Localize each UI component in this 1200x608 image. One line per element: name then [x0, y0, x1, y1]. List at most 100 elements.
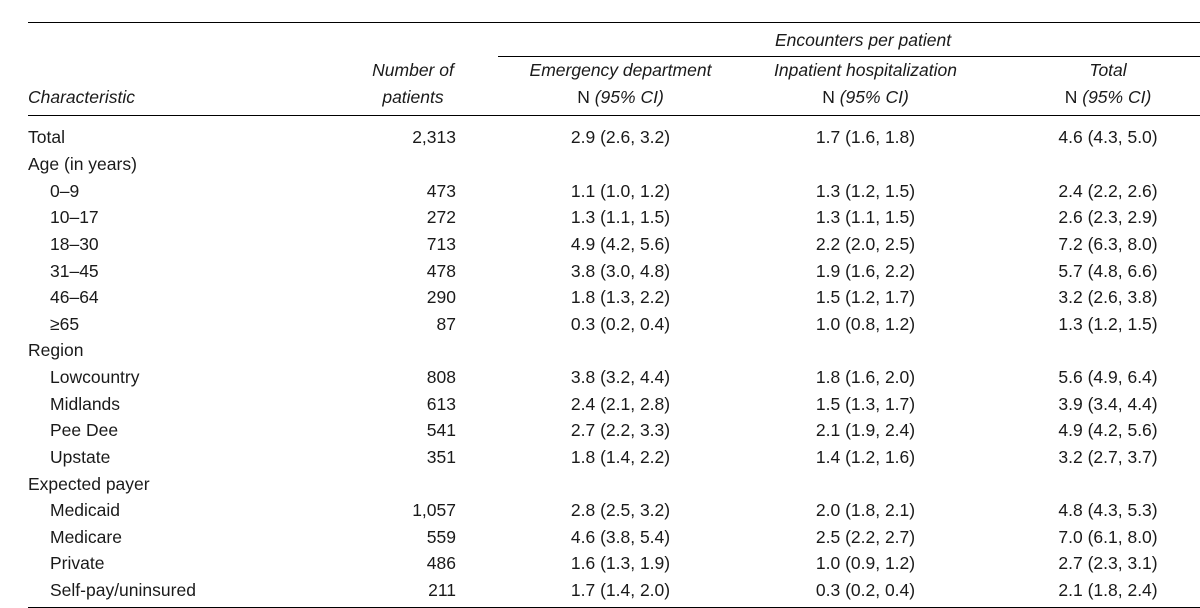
- table-row: Upstate3511.8 (1.4, 2.2)1.4 (1.2, 1.6)3.…: [28, 444, 1200, 471]
- row-label-sub: 0–9: [28, 178, 328, 205]
- cell-tot: 7.2 (6.3, 8.0): [988, 231, 1200, 258]
- col-patients-l2: patients: [328, 84, 498, 115]
- cell-tot: 3.2 (2.6, 3.8): [988, 285, 1200, 312]
- table-row: Midlands6132.4 (2.1, 2.8)1.5 (1.3, 1.7)3…: [28, 391, 1200, 418]
- row-label-sub: 10–17: [28, 205, 328, 232]
- col-ed-l2: N (95% CI): [498, 84, 743, 115]
- cell-ih: 1.0 (0.9, 1.2): [743, 551, 988, 578]
- table-row: 31–454783.8 (3.0, 4.8)1.9 (1.6, 2.2)5.7 …: [28, 258, 1200, 285]
- table-row: Lowcountry8083.8 (3.2, 4.4)1.8 (1.6, 2.0…: [28, 365, 1200, 392]
- table-row: 18–307134.9 (4.2, 5.6)2.2 (2.0, 2.5)7.2 …: [28, 231, 1200, 258]
- table-row: 10–172721.3 (1.1, 1.5)1.3 (1.1, 1.5)2.6 …: [28, 205, 1200, 232]
- col-ed-l1: Emergency department: [498, 56, 743, 84]
- cell-tot: 3.2 (2.7, 3.7): [988, 444, 1200, 471]
- cell-ih: 2.5 (2.2, 2.7): [743, 524, 988, 551]
- cell-ed: 3.8 (3.2, 4.4): [498, 365, 743, 392]
- cell-ed: 1.6 (1.3, 1.9): [498, 551, 743, 578]
- cell-ed: 2.9 (2.6, 3.2): [498, 125, 743, 152]
- cell-ed: 2.8 (2.5, 3.2): [498, 498, 743, 525]
- cell-ih: 1.4 (1.2, 1.6): [743, 444, 988, 471]
- cell-ih: 1.5 (1.2, 1.7): [743, 285, 988, 312]
- row-label-sub: Upstate: [28, 444, 328, 471]
- cell-ih: 2.0 (1.8, 2.1): [743, 498, 988, 525]
- cell-ih: 1.5 (1.3, 1.7): [743, 391, 988, 418]
- col-total-l1: Total: [988, 56, 1200, 84]
- cell-tot: 3.9 (3.4, 4.4): [988, 391, 1200, 418]
- group-header: Age (in years): [28, 152, 1200, 179]
- cell-ed: 1.7 (1.4, 2.0): [498, 578, 743, 608]
- cell-tot: 2.6 (2.3, 2.9): [988, 205, 1200, 232]
- spanner-encounters: Encounters per patient: [498, 23, 1200, 57]
- col-characteristic: Characteristic: [28, 84, 328, 115]
- cell-ed: 0.3 (0.2, 0.4): [498, 311, 743, 338]
- row-label-sub: 46–64: [28, 285, 328, 312]
- row-label-sub: 18–30: [28, 231, 328, 258]
- row-label-sub: Midlands: [28, 391, 328, 418]
- cell-tot: 4.9 (4.2, 5.6): [988, 418, 1200, 445]
- row-label-sub: Pee Dee: [28, 418, 328, 445]
- col-ih-l2: N (95% CI): [743, 84, 988, 115]
- cell-patients: 290: [328, 285, 498, 312]
- cell-ed: 1.8 (1.4, 2.2): [498, 444, 743, 471]
- table-row: Medicare5594.6 (3.8, 5.4)2.5 (2.2, 2.7)7…: [28, 524, 1200, 551]
- row-label-sub: Self-pay/uninsured: [28, 578, 328, 608]
- cell-tot: 2.4 (2.2, 2.6): [988, 178, 1200, 205]
- cell-ih: 1.3 (1.2, 1.5): [743, 178, 988, 205]
- table-row: Medicaid1,0572.8 (2.5, 3.2)2.0 (1.8, 2.1…: [28, 498, 1200, 525]
- table-row: 0–94731.1 (1.0, 1.2)1.3 (1.2, 1.5)2.4 (2…: [28, 178, 1200, 205]
- col-patients-l1: Number of: [328, 56, 498, 84]
- row-label-sub: Medicaid: [28, 498, 328, 525]
- cell-ed: 3.8 (3.0, 4.8): [498, 258, 743, 285]
- cell-tot: 1.3 (1.2, 1.5): [988, 311, 1200, 338]
- cell-ed: 2.7 (2.2, 3.3): [498, 418, 743, 445]
- cell-patients: 486: [328, 551, 498, 578]
- cell-ed: 4.9 (4.2, 5.6): [498, 231, 743, 258]
- cell-ed: 1.8 (1.3, 2.2): [498, 285, 743, 312]
- cell-ih: 2.1 (1.9, 2.4): [743, 418, 988, 445]
- cell-ed: 2.4 (2.1, 2.8): [498, 391, 743, 418]
- cell-tot: 5.7 (4.8, 6.6): [988, 258, 1200, 285]
- cell-patients: 559: [328, 524, 498, 551]
- col-total-l2: N (95% CI): [988, 84, 1200, 115]
- cell-tot: 7.0 (6.1, 8.0): [988, 524, 1200, 551]
- cell-patients: 87: [328, 311, 498, 338]
- cell-ih: 0.3 (0.2, 0.4): [743, 578, 988, 608]
- table-header: Encounters per patient Number of Emergen…: [28, 23, 1200, 116]
- cell-patients: 351: [328, 444, 498, 471]
- cell-ih: 1.0 (0.8, 1.2): [743, 311, 988, 338]
- table-row: ≥65870.3 (0.2, 0.4)1.0 (0.8, 1.2)1.3 (1.…: [28, 311, 1200, 338]
- cell-tot: 4.6 (4.3, 5.0): [988, 125, 1200, 152]
- group-label: Expected payer: [28, 471, 328, 498]
- row-label-sub: 31–45: [28, 258, 328, 285]
- cell-ih: 2.2 (2.0, 2.5): [743, 231, 988, 258]
- cell-ed: 1.3 (1.1, 1.5): [498, 205, 743, 232]
- cell-patients: 2,313: [328, 125, 498, 152]
- cell-patients: 478: [328, 258, 498, 285]
- cell-ih: 1.3 (1.1, 1.5): [743, 205, 988, 232]
- cell-tot: 5.6 (4.9, 6.4): [988, 365, 1200, 392]
- row-label-sub: Medicare: [28, 524, 328, 551]
- cell-ih: 1.9 (1.6, 2.2): [743, 258, 988, 285]
- group-label: Age (in years): [28, 152, 328, 179]
- table-body: Total2,3132.9 (2.6, 3.2)1.7 (1.6, 1.8)4.…: [28, 115, 1200, 607]
- cell-patients: 808: [328, 365, 498, 392]
- cell-ih: 1.8 (1.6, 2.0): [743, 365, 988, 392]
- cell-tot: 2.1 (1.8, 2.4): [988, 578, 1200, 608]
- row-label-sub: Private: [28, 551, 328, 578]
- cell-patients: 613: [328, 391, 498, 418]
- cell-tot: 2.7 (2.3, 3.1): [988, 551, 1200, 578]
- cell-patients: 272: [328, 205, 498, 232]
- cell-patients: 713: [328, 231, 498, 258]
- col-ih-l1: Inpatient hospitalization: [743, 56, 988, 84]
- row-label-sub: ≥65: [28, 311, 328, 338]
- cell-patients: 473: [328, 178, 498, 205]
- table-row: Pee Dee5412.7 (2.2, 3.3)2.1 (1.9, 2.4)4.…: [28, 418, 1200, 445]
- group-label: Region: [28, 338, 328, 365]
- cell-ih: 1.7 (1.6, 1.8): [743, 125, 988, 152]
- cell-patients: 211: [328, 578, 498, 608]
- cell-patients: 541: [328, 418, 498, 445]
- encounters-table: Encounters per patient Number of Emergen…: [28, 22, 1200, 608]
- row-label-sub: Lowcountry: [28, 365, 328, 392]
- table-row: 46–642901.8 (1.3, 2.2)1.5 (1.2, 1.7)3.2 …: [28, 285, 1200, 312]
- table-row: Private4861.6 (1.3, 1.9)1.0 (0.9, 1.2)2.…: [28, 551, 1200, 578]
